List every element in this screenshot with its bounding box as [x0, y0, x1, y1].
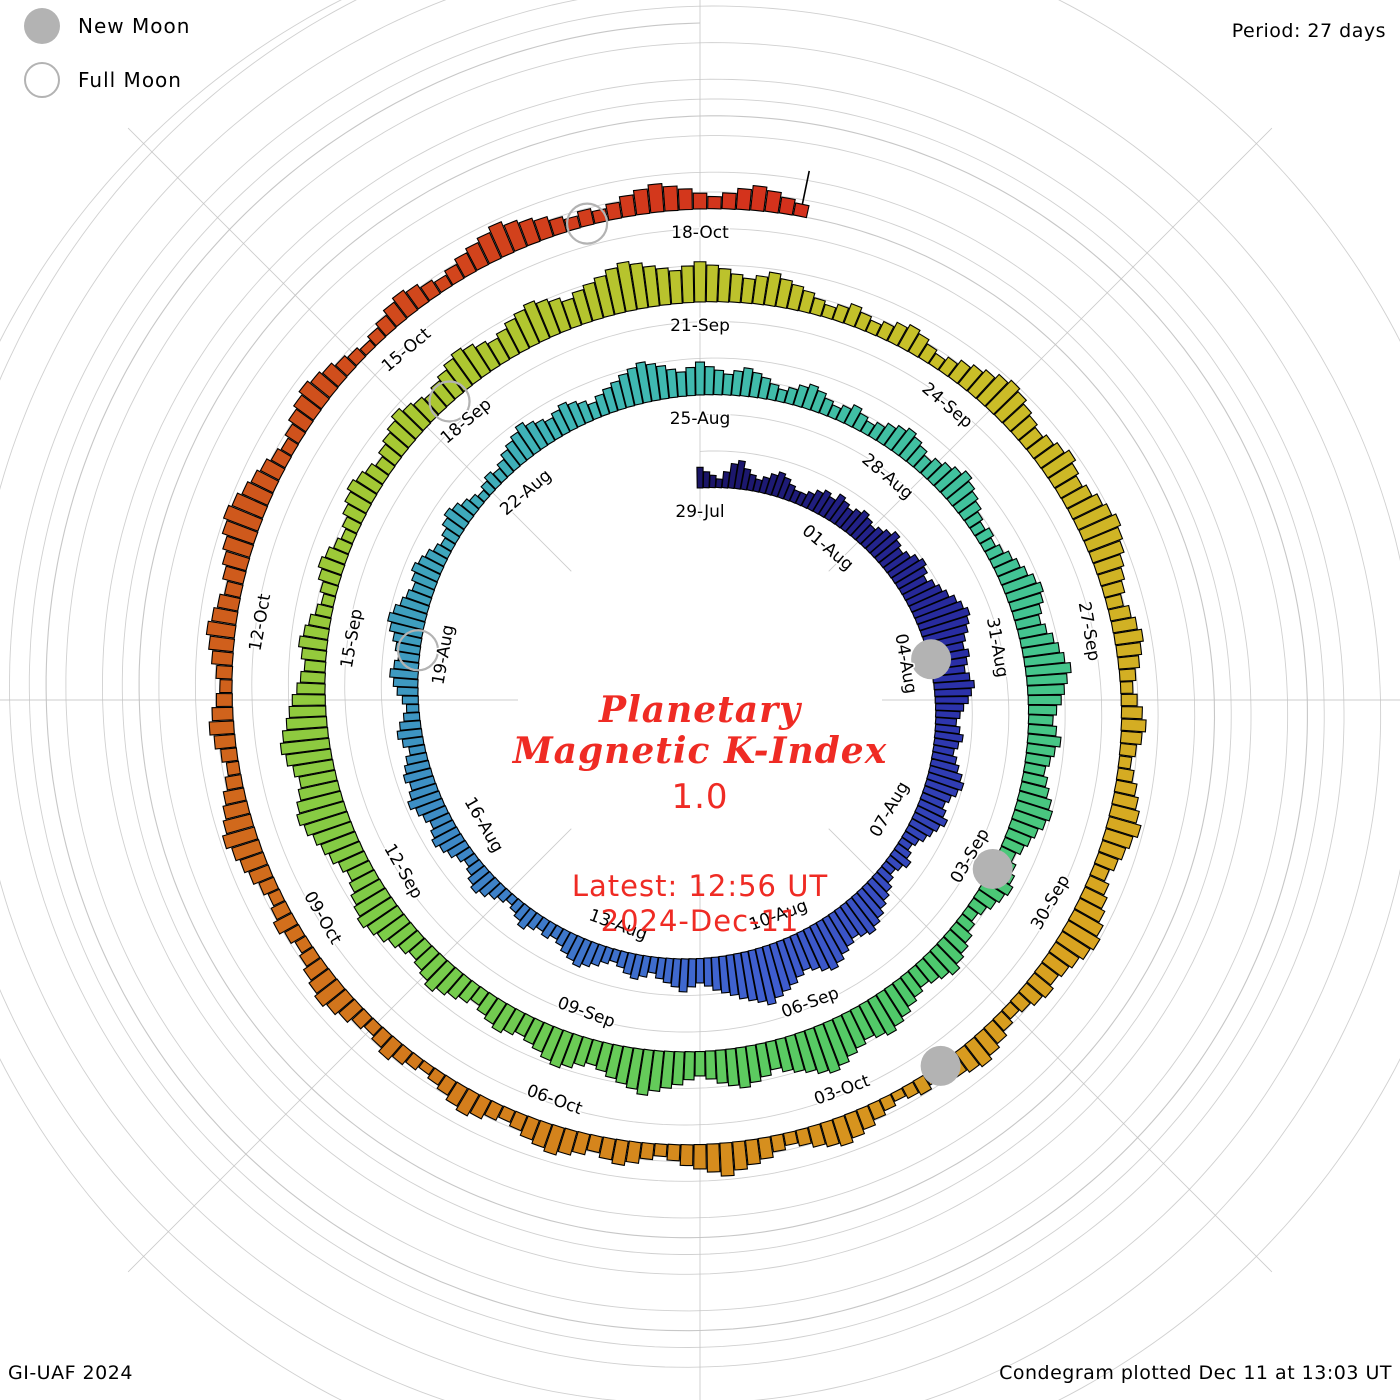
- full-moon-marker: [428, 380, 471, 423]
- legend-item-new-moon: New Moon: [24, 8, 190, 44]
- legend-item-full-moon: Full Moon: [24, 62, 182, 98]
- date-label: 27-Sep: [1074, 600, 1104, 662]
- date-label: 04-Aug: [890, 632, 920, 695]
- date-label: 19-Aug: [428, 623, 458, 686]
- date-label: 10-Aug: [747, 896, 811, 936]
- full-moon-icon: [24, 62, 60, 98]
- legend-label-full-moon: Full Moon: [78, 68, 182, 92]
- full-moon-marker: [566, 202, 609, 245]
- new-moon-marker: [920, 1045, 961, 1086]
- period-label: Period: 27 days: [1231, 20, 1386, 42]
- footer-right: Condegram plotted Dec 11 at 13:03 UT: [999, 1362, 1392, 1384]
- date-label: 31-Aug: [982, 616, 1012, 679]
- date-label: 13-Aug: [586, 905, 650, 945]
- moon-markers: [396, 202, 1013, 1086]
- date-label: 06-Oct: [524, 1081, 585, 1120]
- footer-left: GI-UAF 2024: [8, 1362, 133, 1384]
- date-label: 09-Sep: [555, 993, 618, 1032]
- date-label: 21-Sep: [670, 316, 730, 336]
- date-label: 18-Oct: [671, 223, 729, 243]
- new-moon-marker: [972, 849, 1013, 889]
- new-moon-marker: [911, 639, 952, 680]
- legend-label-new-moon: New Moon: [78, 14, 191, 38]
- kp-bars: [205, 170, 1147, 1177]
- date-label: 29-Jul: [675, 502, 724, 522]
- full-moon-marker: [396, 629, 440, 672]
- date-label: 25-Aug: [670, 409, 731, 429]
- date-label: 03-Oct: [812, 1071, 873, 1110]
- date-label: 15-Sep: [337, 607, 367, 669]
- date-label: 12-Oct: [246, 592, 276, 653]
- new-moon-icon: [24, 8, 60, 44]
